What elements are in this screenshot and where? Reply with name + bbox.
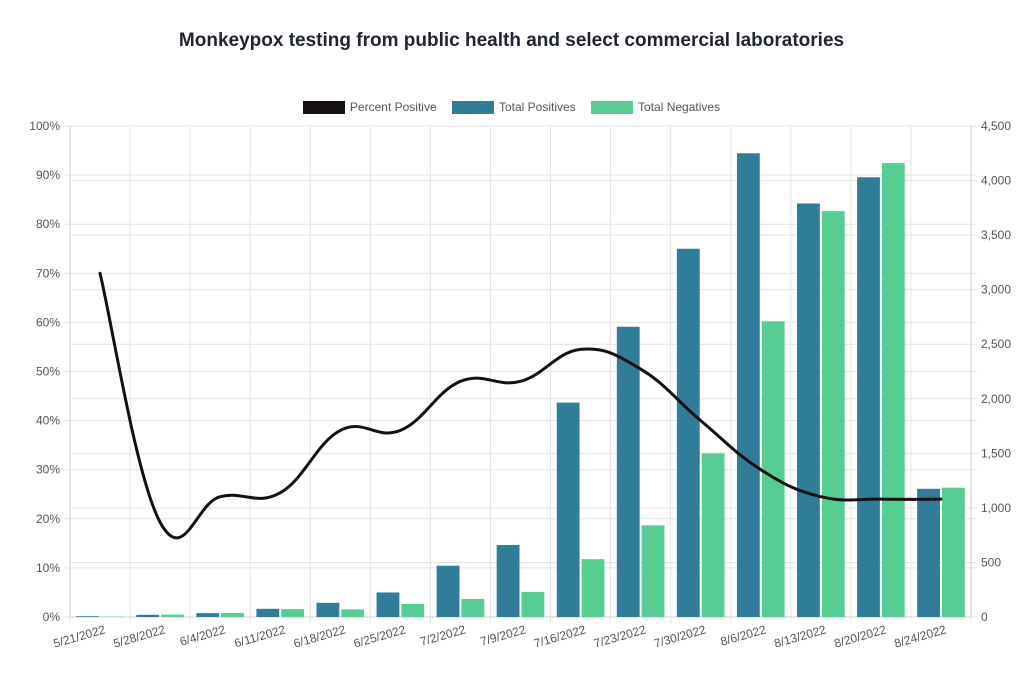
legend-item-total-negatives[interactable]: Total Negatives [591,100,720,114]
point-percent-positive [700,420,702,422]
bar-total-positives [136,614,160,617]
point-percent-positive [99,272,101,274]
bar-total-negatives [881,163,905,617]
bar-total-negatives [401,603,425,617]
x-tick-label: 7/9/2022 [479,622,528,648]
bar-total-negatives [341,609,365,617]
bar-total-positives [736,153,760,617]
x-tick-label: 5/28/2022 [112,622,167,650]
bar-total-positives [316,602,340,617]
bar-total-positives [376,592,400,617]
y-left-tick-label: 0% [43,610,61,624]
bar-total-positives [797,203,820,618]
y-right-tick-label: 4,000 [981,174,1011,188]
bar-total-negatives [821,211,845,617]
y-right-tick-label: 2,000 [981,392,1011,406]
bar-total-negatives [701,453,725,617]
x-tick-label: 6/18/2022 [292,622,347,650]
y-left-tick-label: 40% [36,414,60,428]
point-percent-positive [520,380,521,382]
x-tick-label: 8/24/2022 [893,622,948,650]
bar-total-negatives [521,591,545,617]
y-right-tick-label: 1,500 [981,446,1011,460]
y-right-tick-label: 0 [981,610,988,624]
point-percent-positive [279,492,281,494]
x-tick-label: 7/30/2022 [652,622,707,650]
bar-total-positives [857,177,880,617]
y-left-tick-label: 10% [36,561,60,575]
bar-total-negatives [461,598,485,617]
bar-total-negatives [761,321,785,617]
bar-total-positives [76,616,100,617]
point-percent-positive [159,521,161,523]
chart-legend: Percent Positive Total Positives Total N… [0,100,1023,117]
x-tick-label: 7/16/2022 [532,622,587,650]
bar-total-positives [496,544,520,617]
point-percent-positive [940,498,942,500]
legend-swatch-percent-positive [302,100,345,114]
x-tick-label: 5/21/2022 [52,622,107,650]
legend-swatch-total-positives [451,100,494,114]
bar-total-positives [616,326,640,617]
legend-swatch-total-negatives [591,100,634,114]
point-percent-positive [760,469,762,471]
bar-total-positives [556,402,580,617]
point-percent-positive [399,429,401,431]
bar-total-positives [676,248,700,617]
x-tick-label: 7/23/2022 [592,622,647,650]
point-percent-positive [459,380,461,382]
y-left-tick-label: 20% [36,512,60,526]
bar-total-negatives [161,614,184,617]
line-percent-positive [98,271,943,540]
point-percent-positive [880,498,882,500]
point-percent-positive [580,348,582,350]
y-left-tick-label: 80% [36,217,60,231]
x-tick-label: 6/4/2022 [178,622,227,648]
bar-total-positives [196,613,220,617]
x-tick-label: 6/25/2022 [352,622,407,650]
legend-label-total-positives: Total Positives [498,100,576,114]
y-right-tick-label: 2,500 [981,337,1011,351]
x-tick-label: 8/6/2022 [719,622,768,648]
y-left-tick-label: 90% [36,168,60,182]
chart-title: Monkeypox testing from public health and… [178,30,845,51]
y-left-tick-label: 50% [36,365,60,379]
legend-item-percent-positive[interactable]: Percent Positive [302,100,437,114]
bar-total-negatives [941,487,965,617]
y-right-tick-label: 500 [981,555,1001,569]
x-tick-label: 8/13/2022 [772,622,827,650]
legend-label-percent-positive: Percent Positive [349,100,437,114]
bar-total-negatives [641,525,665,617]
bar-total-positives [256,608,280,617]
bar-total-negatives [581,559,605,617]
bar-total-negatives [281,609,305,617]
y-right-tick-label: 4,500 [981,119,1011,133]
y-right-tick-label: 3,500 [981,228,1011,242]
point-percent-positive [219,496,221,498]
legend-item-total-positives[interactable]: Total Positives [451,100,576,114]
y-left-tick-label: 70% [36,266,60,280]
legend-label-total-negatives: Total Negatives [638,100,721,114]
y-left-tick-label: 100% [29,119,60,133]
bar-total-positives [917,488,940,617]
x-tick-label: 7/2/2022 [418,622,467,648]
point-percent-positive [339,429,341,431]
bar-total-positives [436,565,460,617]
x-tick-label: 8/20/2022 [833,622,888,650]
y-left-tick-label: 60% [36,315,60,329]
x-tick-label: 6/11/2022 [233,622,288,650]
y-left-tick-label: 30% [36,463,60,477]
point-percent-positive [640,368,642,370]
y-right-tick-label: 3,000 [981,283,1011,297]
bar-total-negatives [221,612,244,617]
y-right-tick-label: 1,000 [981,501,1011,515]
point-percent-positive [820,496,822,498]
